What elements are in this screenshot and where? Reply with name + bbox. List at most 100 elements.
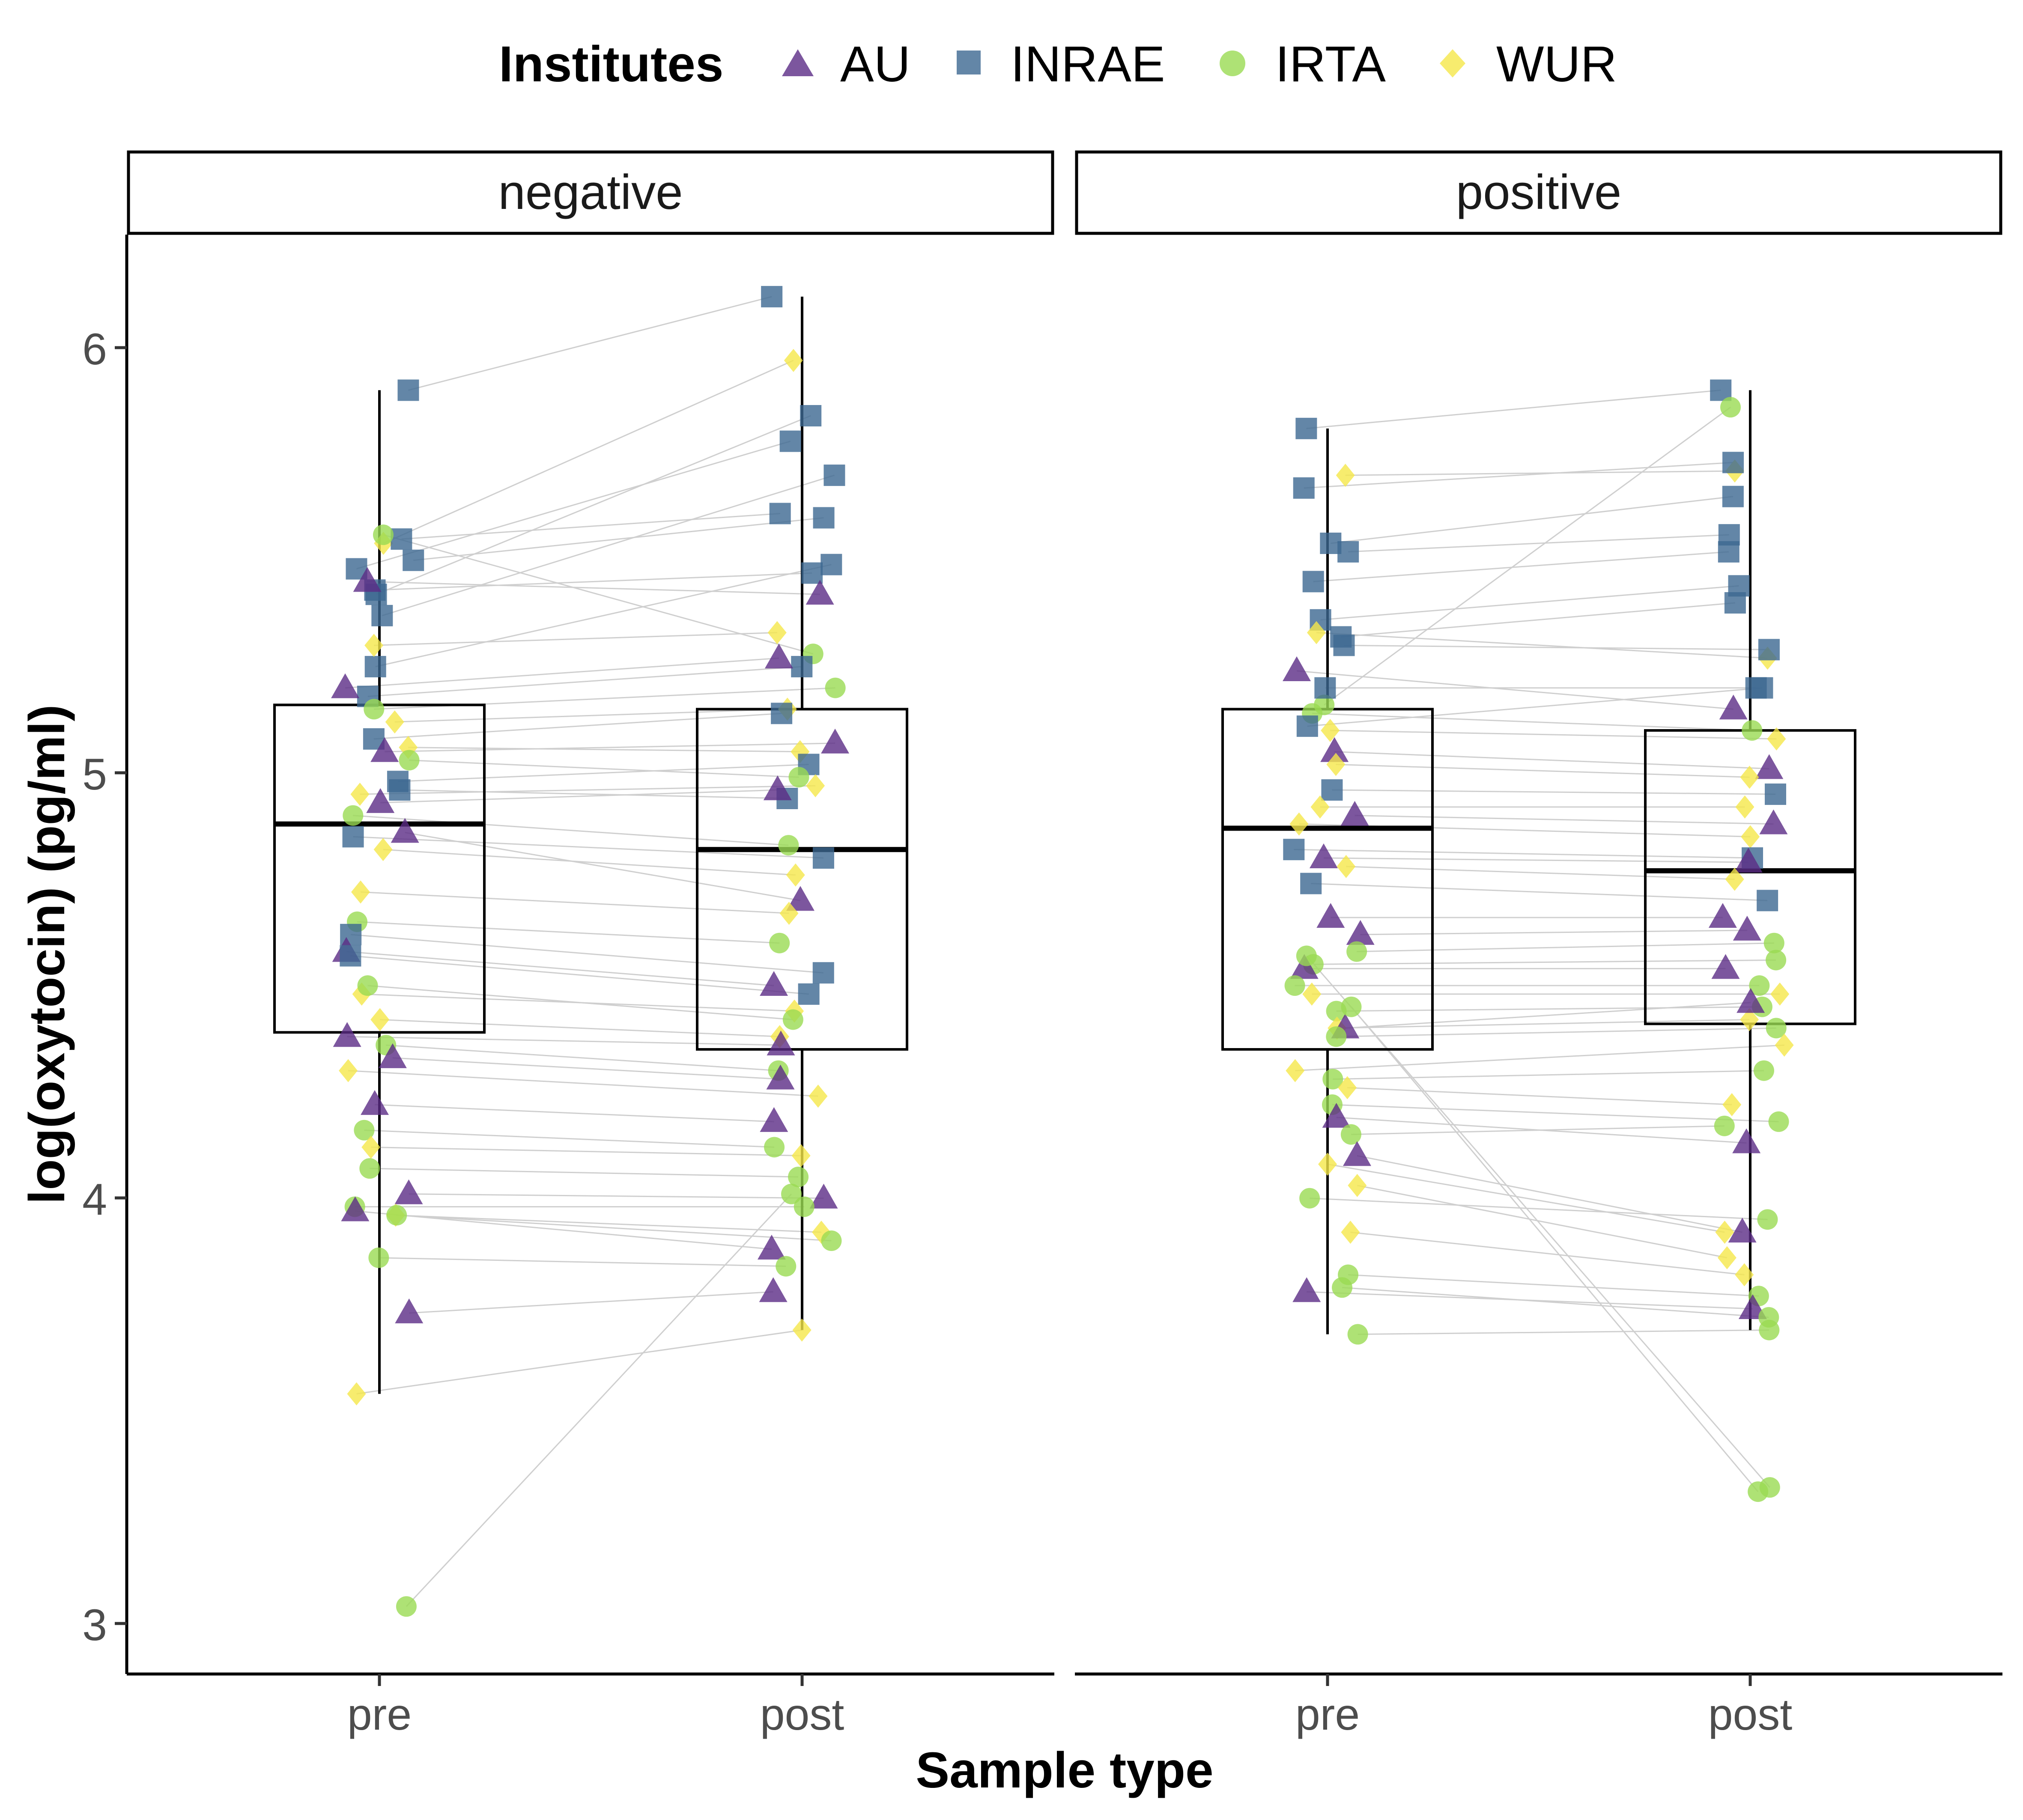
point-inrae-pre	[1283, 839, 1305, 861]
point-wur-post	[809, 1084, 828, 1108]
pair-line	[392, 1057, 781, 1080]
point-wur-post	[1770, 982, 1790, 1006]
pair-line	[373, 712, 782, 740]
point-irta-pre	[364, 699, 385, 720]
point-inrae-post	[801, 562, 823, 584]
point-irta-pre	[368, 1247, 389, 1268]
pair-line	[353, 815, 789, 846]
pair-line	[1345, 1002, 1751, 1029]
pair-line	[1350, 1231, 1745, 1275]
point-inrae-pre	[371, 605, 393, 626]
pair-line	[360, 891, 789, 914]
point-au-post	[1708, 903, 1737, 928]
point-au-post	[1759, 809, 1788, 834]
point-au-pre	[353, 567, 382, 592]
pair-line	[357, 921, 780, 944]
point-irta-pre	[1332, 1277, 1353, 1298]
pair-line	[380, 1019, 780, 1037]
point-irta-pre	[1296, 945, 1317, 966]
point-irta-post	[782, 1009, 803, 1030]
pair-line	[379, 1257, 786, 1267]
point-au-post	[806, 580, 834, 605]
pair-line	[1332, 789, 1775, 795]
point-wur-pre	[1307, 621, 1326, 644]
point-wur-post	[784, 349, 803, 372]
pair-line	[1360, 929, 1747, 935]
pair-line	[394, 708, 788, 723]
point-au-post	[1719, 694, 1748, 720]
point-wur-pre	[1289, 812, 1309, 836]
legend-label-au: AU	[840, 36, 910, 92]
pair-line	[1324, 406, 1731, 706]
point-wur-pre	[373, 838, 393, 861]
point-inrae-post	[824, 465, 845, 486]
pair-line	[364, 1129, 775, 1148]
point-au-post	[1737, 988, 1765, 1013]
legend-inrae-square-icon	[957, 51, 981, 74]
pair-line	[1312, 712, 1752, 731]
facet-strip-negative	[127, 150, 1054, 235]
legend-label-wur: WUR	[1496, 36, 1617, 92]
point-irta-pre	[399, 750, 420, 771]
point-inrae-pre	[342, 826, 364, 848]
pair-line	[1313, 959, 1776, 965]
point-irta-pre	[1322, 1069, 1343, 1090]
pair-line	[1357, 1185, 1728, 1259]
point-au-post	[1734, 847, 1763, 873]
point-inrae-pre	[1314, 677, 1336, 699]
point-wur-pre	[1318, 1153, 1337, 1176]
point-irta-post	[1748, 1481, 1769, 1502]
point-inrae-post	[798, 983, 820, 1005]
point-irta-pre	[386, 1205, 407, 1226]
pair-line	[1336, 764, 1750, 778]
pair-line	[408, 296, 772, 391]
y-axis-ticks: 3 4 5 6	[82, 325, 127, 1650]
point-wur-post	[767, 621, 787, 644]
point-wur-post	[786, 863, 805, 887]
point-au-pre	[1309, 843, 1338, 869]
point-au-pre	[1292, 1277, 1321, 1302]
point-inrae-post	[769, 503, 791, 524]
pair-line	[1330, 730, 1777, 740]
point-inrae-post	[791, 656, 813, 678]
pair-line	[1337, 1019, 1750, 1029]
pair-line	[376, 415, 811, 595]
y-tick-label: 5	[82, 750, 107, 799]
point-inrae-post	[800, 405, 822, 427]
point-au-pre	[370, 737, 399, 762]
point-au-post	[1755, 754, 1784, 779]
point-inrae-pre	[1337, 541, 1359, 563]
point-wur-pre	[1341, 1221, 1360, 1244]
point-inrae-post	[761, 286, 783, 307]
pair-line	[1323, 857, 1748, 863]
pair-line	[383, 360, 794, 544]
point-irta-post	[825, 677, 846, 698]
y-tick-label: 6	[82, 325, 107, 374]
pair-line	[367, 985, 793, 1021]
point-au-pre	[394, 1179, 423, 1204]
pair-line	[1306, 389, 1721, 429]
pair-line	[1296, 670, 1734, 710]
pair-line	[353, 836, 824, 859]
point-inrae-post	[779, 430, 801, 452]
pair-line	[1311, 883, 1768, 901]
point-irta-pre	[1299, 1188, 1320, 1209]
point-inrae-pre	[1295, 417, 1317, 439]
point-wur-pre	[347, 1382, 366, 1406]
point-au-pre	[333, 1022, 361, 1047]
point-wur-post	[1725, 867, 1744, 891]
point-au-pre	[1343, 1141, 1371, 1166]
point-wur-post	[1775, 1034, 1794, 1057]
point-wur-post	[1735, 1263, 1754, 1287]
pair-line	[406, 1193, 792, 1607]
pair-line	[1333, 1070, 1764, 1080]
point-au-pre	[1340, 801, 1369, 826]
box-iqr	[696, 708, 908, 1051]
point-inrae-pre	[1300, 873, 1322, 894]
point-au-post	[767, 1031, 795, 1056]
pair-line	[1357, 942, 1774, 953]
point-wur-post	[1740, 1008, 1759, 1031]
point-wur-post	[1735, 795, 1754, 819]
